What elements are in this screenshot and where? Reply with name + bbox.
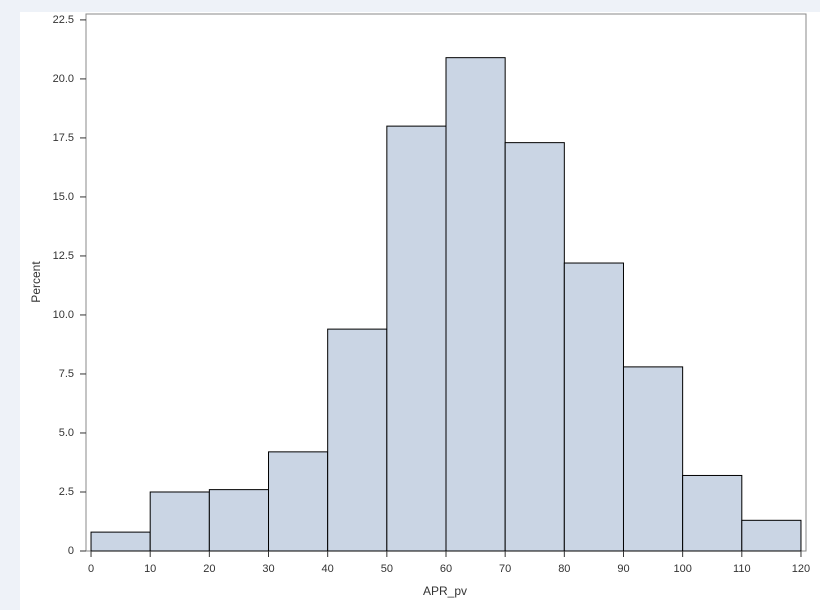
- x-tick-label: 90: [617, 563, 629, 575]
- bar: [327, 328, 388, 552]
- y-tick-label: 7.5: [59, 368, 74, 380]
- x-tick-label: 100: [673, 563, 691, 575]
- bar: [386, 125, 447, 552]
- y-tick-label: 12.5: [53, 250, 74, 262]
- x-tick-label: 50: [381, 563, 393, 575]
- x-tick-label: 40: [322, 563, 334, 575]
- bar: [445, 57, 506, 552]
- bar: [149, 491, 210, 552]
- y-tick-label: 20.0: [53, 73, 74, 85]
- bar: [622, 366, 684, 552]
- x-axis-label: APR_pv: [423, 584, 467, 598]
- x-tick-label: 30: [262, 563, 274, 575]
- bar: [268, 451, 329, 552]
- x-tick-label: 0: [88, 563, 94, 575]
- y-tick-label: 5.0: [59, 427, 74, 439]
- x-tick-label: 10: [144, 563, 156, 575]
- x-tick-label: 20: [203, 563, 215, 575]
- x-tick-label: 110: [733, 563, 751, 575]
- y-tick-label: 0: [68, 545, 74, 557]
- x-tick-label: 70: [499, 563, 511, 575]
- bar: [504, 142, 565, 552]
- x-tick-label: 120: [792, 563, 810, 575]
- bar: [563, 262, 624, 552]
- x-tick-label: 60: [440, 563, 452, 575]
- y-tick-label: 17.5: [53, 132, 74, 144]
- y-axis-label: Percent: [29, 261, 43, 303]
- bar: [741, 519, 802, 552]
- y-tick-label: 10.0: [53, 309, 74, 321]
- bar: [90, 531, 151, 552]
- x-tick-label: 80: [558, 563, 570, 575]
- bar: [682, 474, 743, 552]
- y-tick-label: 2.5: [59, 486, 74, 498]
- bar: [208, 489, 270, 552]
- y-tick-label: 15.0: [53, 191, 74, 203]
- y-tick-label: 22.5: [53, 14, 74, 26]
